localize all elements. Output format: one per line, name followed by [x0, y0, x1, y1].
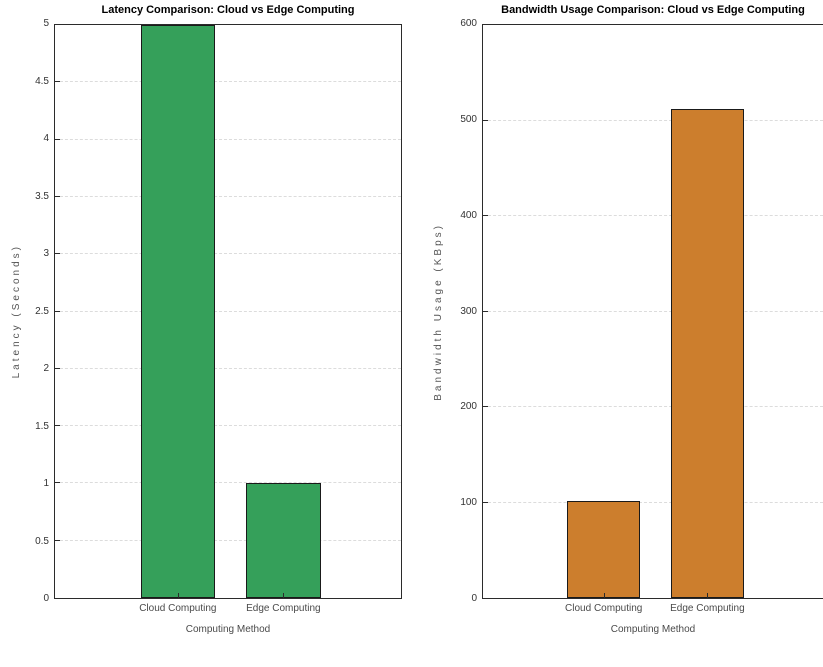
latency-xlabel-row: Computing Method	[8, 619, 402, 635]
x-tick-label: Cloud Computing	[565, 603, 643, 614]
y-tick-mark	[55, 138, 60, 140]
latency-plot-area: Cloud Computing Edge Computing	[54, 24, 402, 614]
bandwidth-xlabel-row: Computing Method	[430, 619, 823, 635]
y-tick-label: 4	[43, 133, 49, 144]
bandwidth-y-axis-ticks: 0 100 200 300 400 500 600	[446, 18, 482, 604]
x-tick-label: Cloud Computing	[139, 603, 217, 614]
y-tick-mark	[483, 501, 488, 503]
y-tick-label: 3.5	[35, 190, 49, 202]
bandwidth-chart-title: Bandwidth Usage Comparison: Cloud vs Edg…	[501, 4, 805, 16]
gridline	[483, 310, 823, 312]
x-tick-mark	[177, 593, 179, 598]
y-tick-mark	[55, 425, 60, 427]
y-tick-label: 300	[460, 305, 477, 317]
bar-edge-computing	[246, 483, 321, 598]
x-tick-mark	[283, 593, 285, 598]
y-tick-label: 500	[460, 113, 477, 125]
y-tick-mark	[483, 406, 488, 407]
gridline	[483, 406, 823, 407]
y-tick-mark	[55, 482, 60, 484]
bandwidth-plot-area: Cloud Computing Edge Computing	[482, 24, 823, 614]
latency-y-axis-ticks: 0 0.5 1 1.5 2 2.5 3 3.5 4 4.5 5	[24, 18, 54, 604]
gridline	[55, 81, 401, 83]
y-tick-label: 0	[43, 593, 49, 604]
y-tick-label: 5	[43, 18, 49, 29]
bar-cloud-computing	[567, 500, 641, 598]
latency-plot-row: Latency (Seconds) 0 0.5 1 1.5 2 2.5 3 3.5 4 4.5 5 …	[8, 18, 402, 614]
bandwidth-chart: Bandwidth Usage Comparison: Cloud vs Edg…	[430, 2, 823, 667]
y-tick-label: 0.5	[35, 535, 49, 547]
x-tick-label: Edge Computing	[670, 603, 745, 614]
y-tick-label: 200	[460, 401, 477, 413]
y-tick-mark	[55, 195, 60, 197]
y-tick-mark	[55, 253, 60, 255]
y-tick-label: 0	[471, 593, 477, 604]
gridline	[483, 501, 823, 503]
gridline	[55, 138, 401, 140]
y-tick-mark	[55, 539, 60, 541]
bandwidth-plot-row: Bandwidth Usage (KBps) 0 100 200 300 400 500 6…	[430, 18, 823, 614]
gridline	[483, 215, 823, 216]
y-tick-mark	[483, 119, 488, 121]
y-tick-label: 2.5	[35, 305, 49, 317]
y-tick-label: 4.5	[35, 75, 49, 87]
y-tick-mark	[55, 81, 60, 83]
bandwidth-y-axis-label: Bandwidth Usage (KBps)	[432, 222, 444, 401]
bar-edge-computing	[670, 109, 744, 598]
bandwidth-ylabel-column: Bandwidth Usage (KBps)	[430, 24, 446, 599]
y-tick-mark	[483, 215, 488, 216]
gridline	[55, 310, 401, 312]
y-tick-label: 2	[43, 363, 49, 374]
latency-y-axis-label: Latency (Seconds)	[10, 244, 22, 379]
y-tick-mark	[55, 310, 60, 312]
gridline	[55, 367, 401, 369]
x-tick-label: Edge Computing	[246, 603, 321, 614]
y-tick-label: 400	[460, 209, 477, 221]
y-tick-mark	[483, 310, 488, 312]
latency-chart: Latency Comparison: Cloud vs Edge Comput…	[8, 2, 402, 667]
gridline	[55, 195, 401, 197]
y-tick-label: 1.5	[35, 420, 49, 432]
y-tick-label: 3	[43, 248, 49, 259]
y-tick-label: 1	[43, 478, 49, 489]
latency-chart-title: Latency Comparison: Cloud vs Edge Comput…	[101, 4, 355, 16]
latency-ylabel-column: Latency (Seconds)	[8, 24, 24, 599]
x-tick-mark	[707, 593, 709, 598]
bandwidth-x-axis-label: Computing Method	[610, 624, 696, 635]
y-tick-mark	[55, 367, 60, 369]
gridline	[55, 539, 401, 541]
latency-x-axis-label: Computing Method	[185, 624, 271, 635]
gridline	[55, 253, 401, 255]
gridline	[483, 119, 823, 121]
y-tick-label: 600	[460, 18, 477, 29]
x-tick-mark	[603, 593, 605, 598]
y-tick-label: 100	[460, 497, 477, 509]
gridline	[55, 425, 401, 427]
gridline	[55, 482, 401, 484]
bar-cloud-computing	[140, 25, 215, 598]
